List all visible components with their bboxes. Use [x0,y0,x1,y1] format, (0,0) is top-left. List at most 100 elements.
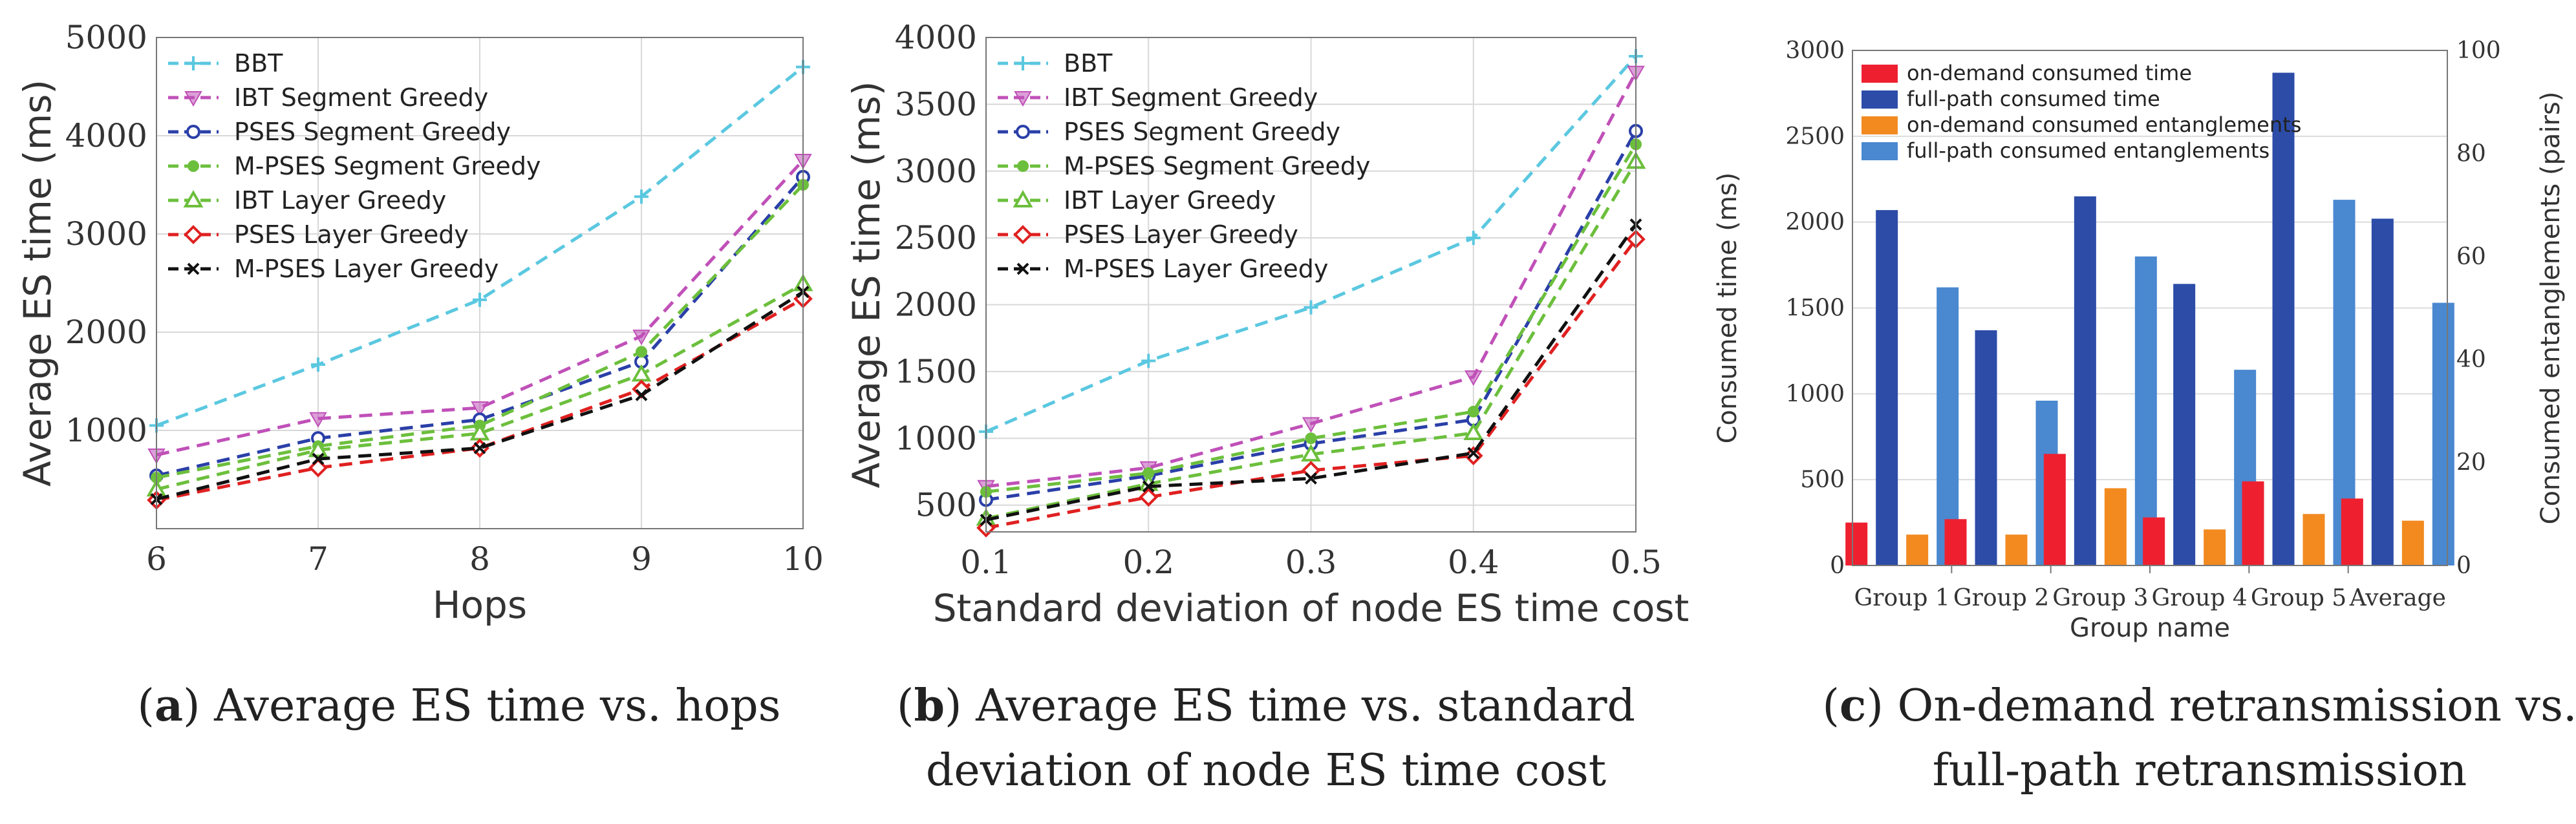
c-legend-label-0: on-demand consumed time [1907,61,2192,85]
c-bar-0-4 [2242,481,2264,565]
c-legend-swatch-0 [1862,65,1898,83]
a-legend-marker-3 [188,160,199,172]
a-series-0-point-1 [311,357,325,372]
b-series-0-point-1 [1141,354,1156,368]
c-ytick-label-3: 1500 [1785,295,1845,322]
b-series-line-3 [985,143,1638,494]
a-series-6 [150,286,810,505]
c-legend-swatch-1 [1862,90,1898,109]
b-legend-label-2: PSES Segment Greedy [1064,118,1340,146]
b-series-3 [980,138,1642,498]
a-xtick-label-2: 8 [469,540,490,578]
c-bar-2-3 [2204,529,2226,565]
a-series-line-0 [156,65,804,427]
chart-b-y-axis-label: Average ES time (ms) [844,81,888,489]
a-series-4-point-1 [308,439,328,458]
chart-b-legend: BBT IBT Segment Greedy PSES Segment Greedy… [998,49,1370,283]
a-legend-marker-4 [183,189,204,207]
c-xtick-label-4: Group 5 [2251,585,2346,611]
c-bar-1-2 [2074,196,2096,566]
chart-c-bars [1845,72,2454,566]
b-series-5-point-1 [1139,487,1159,507]
c-bar-2-2 [2104,488,2127,565]
b-legend-label-1: IBT Segment Greedy [1064,83,1318,112]
a-legend-label-1: IBT Segment Greedy [234,83,488,112]
b-series-0-point-2 [1304,300,1318,315]
a-series-5-point-1 [308,458,328,478]
b-legend-marker-0 [1016,56,1030,70]
b-legend-label-3: M-PSES Segment Greedy [1064,152,1370,180]
c-legend-swatch-2 [1862,116,1898,134]
chart-a-x-axis-label: Hops [433,583,527,627]
c-ytick-right-label-4: 80 [2456,140,2486,167]
a-legend-label-3: M-PSES Segment Greedy [234,152,541,180]
a-legend-label-0: BBT [234,49,283,78]
chart-c-caption-line1: (c) On-demand retransmission vs. [1822,680,2576,732]
a-series-4-point-3 [631,364,652,382]
a-xtick-label-0: 6 [146,540,167,578]
a-legend-marker-5 [184,225,203,244]
a-legend-label-4: IBT Layer Greedy [234,186,446,215]
c-bar-2-0 [1906,534,1929,565]
c-ytick-right-label-3: 60 [2456,244,2486,270]
b-series-6-point-1 [1142,480,1155,493]
b-xtick-label-0: 0.1 [960,544,1012,581]
a-series-1-point-3 [632,330,650,346]
a-series-1-point-1 [309,412,327,428]
b-series-1-point-2 [1302,417,1320,433]
chart-c-caption-label: c [1840,680,1866,732]
b-series-6-point-3 [1467,447,1480,460]
b-series-line-0 [985,55,1637,434]
chart-a-y-ticks: 1000 2000 3000 4000 5000 [65,19,147,449]
a-legend-marker-0 [186,56,200,70]
c-legend-label-1: full-path consumed time [1907,87,2160,111]
b-legend-marker-4 [1013,189,1033,207]
c-bar-0-0 [1845,522,1868,565]
chart-b-caption-line2: deviation of node ES time cost [926,745,1606,796]
a-xtick-label-1: 7 [308,540,328,578]
a-legend-label-6: M-PSES Layer Greedy [234,255,499,283]
chart-a-y-axis-label: Average ES time (ms) [16,79,59,487]
c-bar-2-5 [2401,520,2424,565]
c-ytick-label-1: 500 [1800,467,1845,493]
a-legend-label-2: PSES Segment Greedy [234,118,511,146]
b-series-3-point-2 [1305,432,1317,445]
c-bar-1-5 [2371,218,2394,565]
chart-b-caption-line1: (b) Average ES time vs. standard [897,680,1635,732]
c-ytick-right-label-5: 100 [2456,37,2501,64]
c-ytick-label-0: 0 [1830,553,1845,579]
c-bar-1-1 [1975,330,1997,565]
c-xtick-label-1: Group 2 [1953,585,2049,611]
c-bar-1-0 [1876,210,1898,565]
c-bar-0-5 [2341,498,2363,565]
a-series-0-point-3 [634,189,649,204]
a-series-3-point-3 [636,346,647,358]
a-series-6-point-3 [635,388,648,401]
chart-c-plot-frame [1852,50,2448,566]
b-legend-label-4: IBT Layer Greedy [1064,186,1276,215]
a-ytick-label-1: 2000 [65,313,147,351]
c-bar-0-3 [2143,517,2165,565]
c-ytick-right-label-0: 0 [2456,553,2471,579]
b-ytick-label-6: 3500 [895,85,977,123]
chart-b-x-axis-label: Standard deviation of node ES time cost [933,586,1690,630]
chart-b-caption-label: b [914,680,945,732]
a-series-line-3 [156,184,804,480]
a-ytick-label-0: 1000 [65,412,147,449]
a-legend-marker-2 [186,125,200,139]
c-bar-2-4 [2302,514,2325,565]
b-xtick-label-1: 0.2 [1122,544,1174,581]
b-series-line-2 [985,130,1638,502]
chart-b-series [976,48,1646,538]
chart-c-y-ticks-right: 0 20 40 60 80 100 [2456,37,2501,579]
c-bar-1-4 [2272,72,2295,565]
b-ytick-label-4: 2500 [895,219,977,257]
c-bar-1-3 [2173,284,2196,565]
a-series-line-2 [156,176,804,478]
c-xtick-label-3: Group 4 [2152,585,2248,611]
a-ytick-label-4: 5000 [65,19,147,56]
c-xtick-label-5: Average [2349,585,2446,611]
a-ytick-label-2: 3000 [65,215,147,253]
